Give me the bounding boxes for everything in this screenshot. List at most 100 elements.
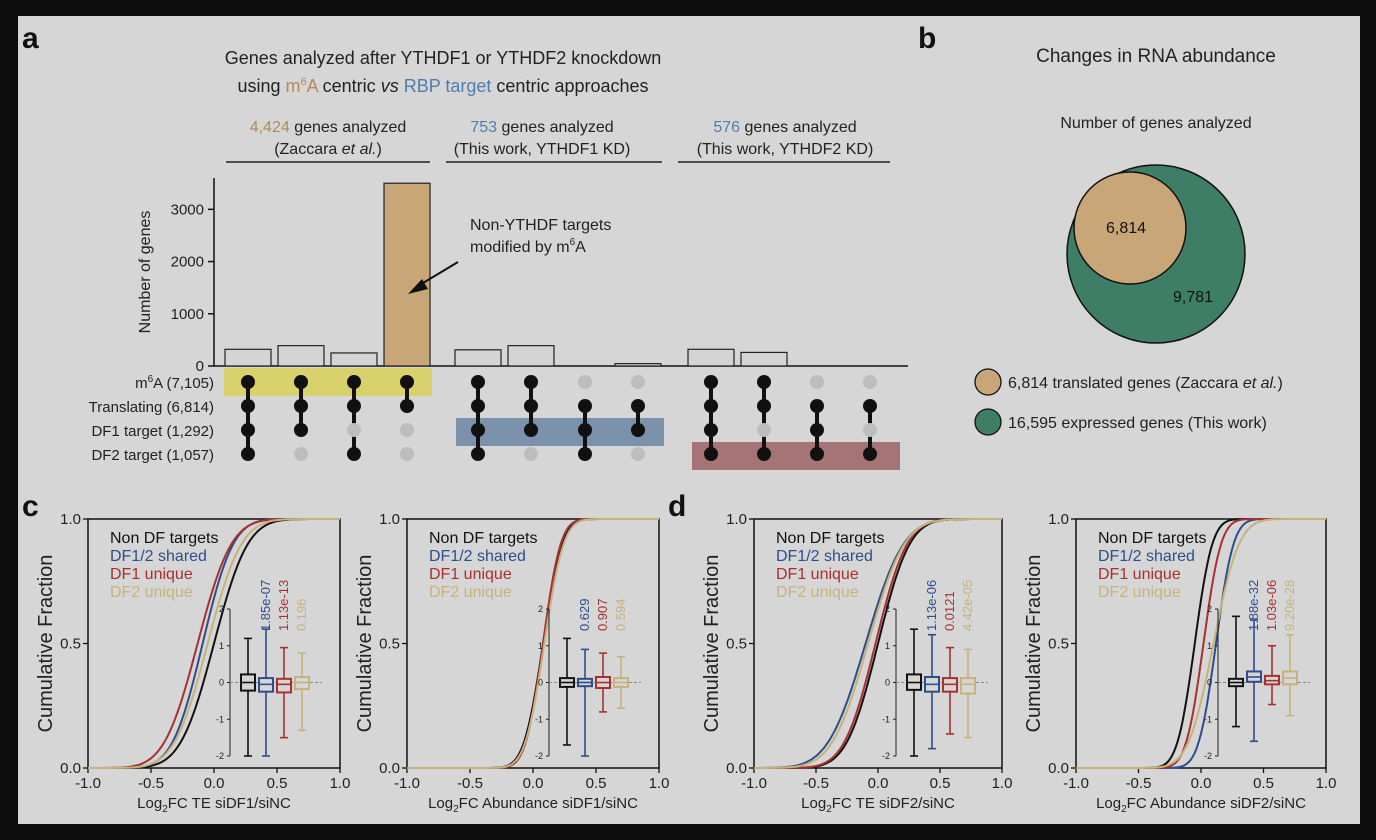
matrix-dot-filled <box>294 375 308 389</box>
x-axis-label: Log2FC Abundance siDF1/siNC <box>428 795 638 815</box>
p-value-label: 4.42e-05 <box>960 580 975 631</box>
x-tick-label: 0.0 <box>1191 775 1212 792</box>
y-tick-label: 1.0 <box>1048 511 1069 528</box>
matrix-dot-filled <box>241 447 255 461</box>
bar <box>224 348 272 367</box>
panel-a-title-line2: using m6A centric vs RBP target centric … <box>237 76 648 96</box>
matrix-dot-filled <box>631 423 645 437</box>
y-axis-label: Cumulative Fraction <box>701 555 723 733</box>
matrix-dot-filled <box>524 423 538 437</box>
matrix-dot-filled <box>704 423 718 437</box>
cdf-line <box>407 518 659 769</box>
annotation-arrowhead <box>408 279 428 294</box>
x-axis-label-text: Log <box>801 795 826 812</box>
matrix-dot-empty <box>631 447 645 461</box>
matrix-dot-empty <box>400 447 414 461</box>
inset-y-tick-label: 0 <box>219 678 224 688</box>
legend-entry: DF1/2 shared <box>110 548 207 565</box>
x-axis-label: Log2FC Abundance siDF2/siNC <box>1096 795 1306 815</box>
matrix-dot-filled <box>810 447 824 461</box>
group-em: et al. <box>342 141 377 158</box>
inset-y-tick-label: 2 <box>219 604 224 614</box>
group-header-1: 4,424 genes analyzed <box>250 119 407 136</box>
y-tick-label: 1.0 <box>726 511 747 528</box>
x-tick-label: -0.5 <box>1126 775 1152 792</box>
y-tick-label: 0.5 <box>1048 636 1069 653</box>
y-tick-label: 0.0 <box>379 760 400 777</box>
matrix-dot-filled <box>578 423 592 437</box>
matrix-dot-filled <box>400 375 414 389</box>
inset-y-tick-label: -1 <box>535 714 543 724</box>
inset-y-tick-label: -2 <box>535 751 543 761</box>
panel-b: b Changes in RNA abundance Number of gen… <box>918 22 1283 436</box>
box <box>960 677 976 695</box>
matrix-dot-filled <box>471 399 485 413</box>
x-tick-label: 0.0 <box>523 775 544 792</box>
legend-entry: DF2 unique <box>110 584 193 601</box>
title-m6a-sup: 6 <box>301 76 307 88</box>
matrix-dot-filled <box>347 447 361 461</box>
p-value-label: 0.629 <box>577 599 592 632</box>
legend-expressed: 16,595 expressed genes (This work) <box>1008 415 1267 432</box>
legend-entry: Non DF targets <box>429 530 537 547</box>
bar <box>740 351 788 367</box>
bar <box>330 352 378 367</box>
cdf-line <box>1076 518 1326 769</box>
legend-entry: DF1/2 shared <box>1098 548 1195 565</box>
y-tick-label: 0.0 <box>60 760 81 777</box>
x-axis-label-text: Log <box>428 795 453 812</box>
annotation-text: A <box>575 239 586 256</box>
panel-a: a Genes analyzed after YTHDF1 or YTHDF2 … <box>22 22 908 470</box>
matrix-dot-empty <box>810 375 824 389</box>
panel-b-subtitle: Number of genes analyzed <box>1060 115 1251 132</box>
x-tick-label: -1.0 <box>394 775 420 792</box>
x-axis-label-text: FC TE siDF2/siNC <box>832 795 955 812</box>
matrix-dot-filled <box>578 447 592 461</box>
title-m6a-tail: A <box>307 76 319 96</box>
inset-y-tick-label: 2 <box>1207 604 1212 614</box>
legend-entry: DF2 unique <box>429 584 512 601</box>
matrix-dot-empty <box>347 423 361 437</box>
group-count: 753 <box>470 119 497 136</box>
matrix-dot-filled <box>757 447 771 461</box>
matrix-dot-empty <box>631 375 645 389</box>
matrix-dot-filled <box>241 399 255 413</box>
matrix-dot-filled <box>400 399 414 413</box>
matrix-dot-empty <box>400 423 414 437</box>
panel-a-title-line1: Genes analyzed after YTHDF1 or YTHDF2 kn… <box>225 48 662 68</box>
inset-y-tick-label: -2 <box>882 751 890 761</box>
y-tick-label: 0.5 <box>726 636 747 653</box>
matrix-dot-filled <box>810 423 824 437</box>
x-tick-label: 1.0 <box>992 775 1013 792</box>
p-value-label: 1.03e-06 <box>1264 580 1279 631</box>
inset-y-tick-label: 0 <box>538 678 543 688</box>
legend-text: ) <box>1278 375 1283 392</box>
annotation-sup: 6 <box>570 237 576 248</box>
p-value-label: 1.13e-13 <box>276 580 291 631</box>
x-axis-label-text: FC Abundance siDF2/siNC <box>1127 795 1306 812</box>
inset-y-tick-label: -1 <box>216 714 224 724</box>
matrix-dot-filled <box>294 399 308 413</box>
p-value-label: 0.196 <box>294 599 309 632</box>
group-text: ) <box>376 141 381 158</box>
matrix-dot-filled <box>241 423 255 437</box>
inset-y-tick-label: -1 <box>882 714 890 724</box>
y-axis-label: Cumulative Fraction <box>1023 555 1045 733</box>
cdf-panels: -1.0 -0.5 0.0 0.5 1.0 0.0 0.5 1.0 Log 2 FC TE siDF… <box>35 511 1336 815</box>
p-value-label: 0.0121 <box>942 591 957 631</box>
x-axis-label-text: Log <box>137 795 162 812</box>
annotation-text: modified by m <box>470 239 570 256</box>
panel-a-label: a <box>22 22 39 55</box>
y-tick-label: 0.5 <box>60 636 81 653</box>
group-count: 576 <box>713 119 740 136</box>
band-df1 <box>456 418 664 446</box>
row-label-m6a: m6A (7,105) <box>135 374 214 392</box>
x-tick-label: 0.5 <box>1253 775 1274 792</box>
box <box>276 677 292 694</box>
inset-y-tick-label: 2 <box>885 604 890 614</box>
group-text: genes analyzed <box>497 119 614 136</box>
matrix-dot-filled <box>241 375 255 389</box>
x-tick-label: 0.5 <box>586 775 607 792</box>
bar-y-tick-label: 0 <box>196 358 204 375</box>
